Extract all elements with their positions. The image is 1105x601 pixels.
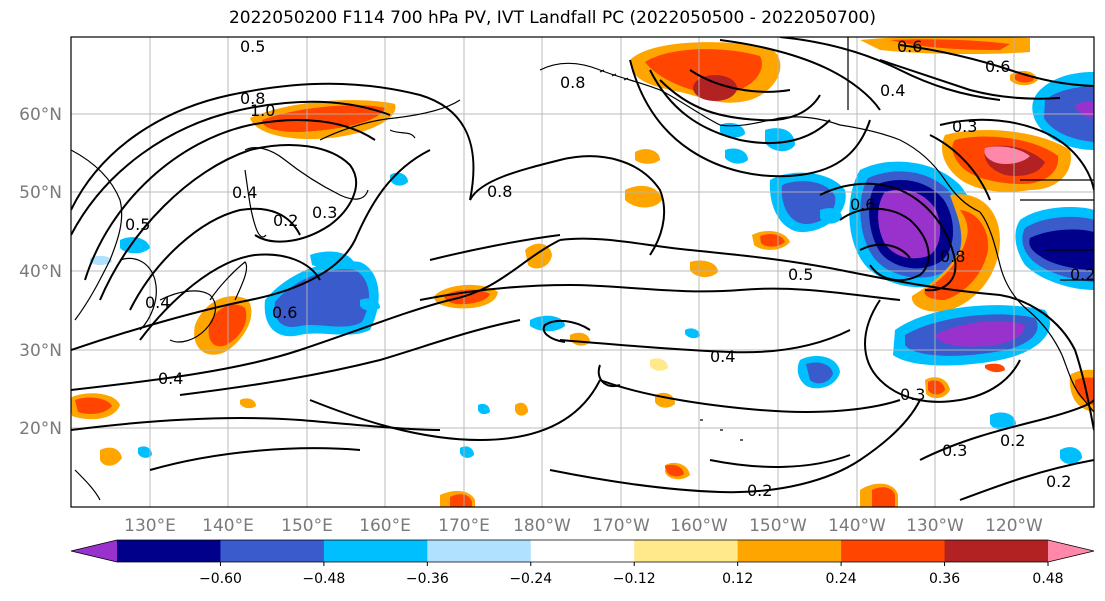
lon-label: 150°W	[749, 516, 807, 536]
colorbar-swatch	[634, 540, 739, 562]
lon-label: 170°E	[438, 516, 490, 536]
contour-label: 0.5	[125, 215, 150, 234]
contour-label: 0.6	[272, 303, 297, 322]
colorbar-tick-label: 0.36	[929, 571, 960, 587]
map-title: 2022050200 F114 700 hPa PV, IVT Landfall…	[228, 8, 876, 28]
colorbar-tick-label: −0.36	[406, 571, 449, 587]
contour-label: 0.4	[145, 293, 170, 312]
pv-contours	[71, 37, 1094, 501]
coastlines	[71, 37, 1094, 501]
contour-label: 0.8	[940, 247, 965, 266]
graticule	[71, 37, 1094, 507]
contour-label: 1.0	[250, 101, 275, 120]
contour-label: 0.6	[850, 195, 875, 214]
colorbar-tick-label: 0.48	[1032, 571, 1063, 587]
lon-label: 130°E	[124, 516, 176, 536]
contour-label: 0.4	[232, 183, 257, 202]
longitude-labels: 130°E 140°E 150°E 160°E 170°E 180°W 170°…	[124, 516, 1043, 536]
contour-label: 0.6	[897, 37, 922, 56]
colorbar-swatch	[117, 540, 221, 562]
colorbar-extend-max	[1048, 540, 1094, 562]
lat-label: 30°N	[19, 341, 62, 361]
lon-label: 140°E	[202, 516, 254, 536]
colorbar-swatch	[220, 540, 325, 562]
latitude-labels: 60°N 50°N 40°N 30°N 20°N	[19, 105, 62, 439]
lon-label: 180°W	[513, 516, 571, 536]
lat-label: 40°N	[19, 262, 62, 282]
contour-label: 0.3	[942, 441, 967, 460]
colorbar-swatch	[323, 540, 428, 562]
lat-label: 20°N	[19, 419, 62, 439]
lon-label: 150°E	[281, 516, 333, 536]
contour-label: 0.5	[788, 265, 813, 284]
contour-labels: 0.5 0.8 1.0 0.8 0.4 0.2 0.3 0.8 0.4 0.6 …	[125, 37, 1095, 500]
lon-label: 160°E	[359, 516, 411, 536]
lon-label: 140°W	[828, 516, 886, 536]
contour-label: 0.4	[880, 81, 905, 100]
colorbar-tick-label: 0.12	[722, 571, 753, 587]
pv-anomaly-fills	[71, 37, 1094, 507]
colorbar-swatch	[427, 540, 532, 562]
colorbar-swatch	[944, 540, 1049, 562]
contour-label: 0.3	[900, 385, 925, 404]
colorbar-swatch	[737, 540, 842, 562]
contour-label: 0.2	[1000, 431, 1025, 450]
lat-label: 60°N	[19, 105, 62, 125]
contour-label: 0.8	[240, 89, 265, 108]
colorbar-swatch	[530, 540, 635, 562]
contour-label: 0.2	[1070, 265, 1095, 284]
contour-label: 0.3	[312, 203, 337, 222]
colorbar-tick-label: 0.24	[826, 571, 857, 587]
contour-label: 0.2	[273, 211, 298, 230]
map-panel	[71, 37, 1094, 507]
lon-label: 130°W	[906, 516, 964, 536]
contour-label: 0.5	[240, 37, 265, 56]
colorbar-tick-label: −0.48	[302, 571, 345, 587]
colorbar-tick-label: −0.24	[509, 571, 552, 587]
colorbar-tick-label: −0.12	[613, 571, 656, 587]
lon-label: 120°W	[985, 516, 1043, 536]
contour-label: 0.2	[747, 481, 772, 500]
lon-label: 170°W	[592, 516, 650, 536]
lon-label: 160°W	[670, 516, 728, 536]
contour-label: 0.8	[487, 182, 512, 201]
contour-label: 0.8	[560, 73, 585, 92]
contour-label: 0.6	[985, 57, 1010, 76]
contour-label: 0.3	[952, 117, 977, 136]
contour-label: 0.2	[1046, 472, 1071, 491]
colorbar: −0.60 −0.48 −0.36 −0.24 −0.12 0.12 0.24 0.36 0.4…	[70, 539, 1095, 587]
contour-label: 0.4	[710, 347, 735, 366]
map-frame	[70, 36, 1095, 508]
colorbar-tick-label: −0.60	[199, 571, 242, 587]
contour-label: 0.4	[158, 369, 183, 388]
colorbar-swatch	[841, 540, 946, 562]
colorbar-outline	[70, 539, 1095, 563]
colorbar-extend-min	[71, 540, 117, 562]
lat-label: 50°N	[19, 183, 62, 203]
